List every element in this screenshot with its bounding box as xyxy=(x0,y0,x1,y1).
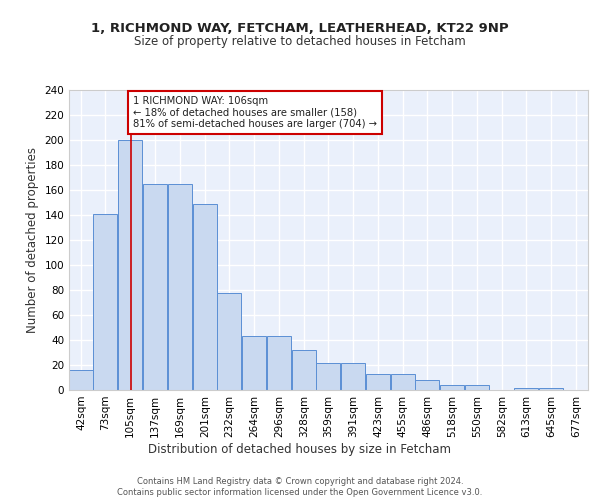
Bar xyxy=(440,385,464,390)
Bar xyxy=(465,385,489,390)
Text: 1, RICHMOND WAY, FETCHAM, LEATHERHEAD, KT22 9NP: 1, RICHMOND WAY, FETCHAM, LEATHERHEAD, K… xyxy=(91,22,509,36)
Y-axis label: Number of detached properties: Number of detached properties xyxy=(26,147,39,333)
Text: 1 RICHMOND WAY: 106sqm
← 18% of detached houses are smaller (158)
81% of semi-de: 1 RICHMOND WAY: 106sqm ← 18% of detached… xyxy=(133,96,377,130)
Bar xyxy=(316,362,340,390)
Bar xyxy=(514,388,538,390)
Bar xyxy=(292,350,316,390)
Bar xyxy=(366,374,390,390)
Text: Contains HM Land Registry data © Crown copyright and database right 2024.
Contai: Contains HM Land Registry data © Crown c… xyxy=(118,478,482,497)
Bar xyxy=(341,362,365,390)
Bar xyxy=(539,388,563,390)
Text: Size of property relative to detached houses in Fetcham: Size of property relative to detached ho… xyxy=(134,35,466,48)
Bar xyxy=(267,336,291,390)
Bar xyxy=(242,336,266,390)
Bar xyxy=(168,184,192,390)
Text: Distribution of detached houses by size in Fetcham: Distribution of detached houses by size … xyxy=(149,442,452,456)
Bar xyxy=(143,184,167,390)
Bar xyxy=(217,292,241,390)
Bar xyxy=(69,370,93,390)
Bar xyxy=(118,140,142,390)
Bar xyxy=(391,374,415,390)
Bar xyxy=(193,204,217,390)
Bar xyxy=(415,380,439,390)
Bar xyxy=(93,214,118,390)
